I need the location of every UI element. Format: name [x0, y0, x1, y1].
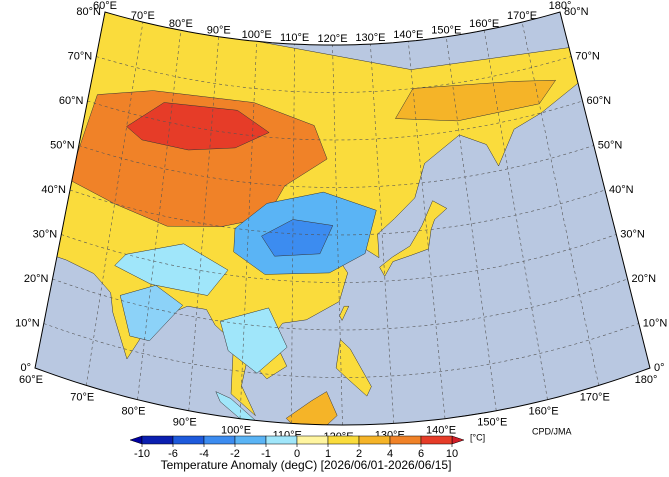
colorbar-tick-label: 2 [356, 448, 362, 460]
lon-label: 100°E [242, 29, 272, 41]
parallel [96, 56, 572, 93]
land-region [114, 243, 229, 296]
colorbar-bin [265, 435, 298, 445]
meridian [85, 22, 144, 386]
map-title: Temperature Anomaly (degC) [2026/06/01-2… [161, 458, 452, 472]
colorbar-tick-label: 1 [325, 448, 331, 460]
lon-label: 90°E [173, 417, 197, 429]
lon-label: 130°E [355, 32, 385, 44]
land [56, 12, 579, 425]
lon-label: 90°E [207, 25, 231, 37]
colorbar-bin [327, 435, 360, 445]
lat-label: 10°N [15, 317, 40, 329]
lat-label: 60°N [587, 95, 612, 107]
colorbar-tick-label: -1 [261, 448, 271, 460]
lon-label: 170°E [580, 391, 610, 403]
lat-label: 40°N [41, 184, 66, 196]
lon-label: 70°E [131, 10, 155, 22]
lon-label: 80°E [122, 406, 146, 418]
colorbar-tick-label: -4 [199, 448, 209, 460]
lat-label: 80°N [76, 6, 101, 18]
lat-label: 30°N [33, 228, 58, 240]
colorbar-tick-label: 4 [387, 448, 393, 460]
lon-label: 120°E [317, 33, 347, 45]
colorbar-tick-label: -6 [168, 448, 178, 460]
lon-label: 70°E [70, 391, 94, 403]
parallel [61, 234, 617, 283]
lon-label: 60°E [19, 374, 43, 386]
colorbar-bin [141, 435, 174, 445]
parallel [69, 189, 606, 236]
lon-label: 180° [635, 374, 658, 386]
lon-label: 110°E [280, 32, 309, 44]
parallel [43, 323, 639, 378]
lat-label: 80°N [564, 6, 589, 18]
lat-label: 70°N [68, 50, 93, 62]
credit: CPD/JMA [532, 426, 572, 436]
lon-label: 150°E [431, 25, 461, 37]
lat-label: 50°N [50, 139, 75, 151]
lon-label: 150°E [477, 417, 507, 429]
meridian [445, 36, 497, 411]
parallel [87, 100, 583, 141]
lat-label: 50°N [598, 139, 623, 151]
lon-label: 170°E [507, 10, 537, 22]
land-region [394, 79, 557, 122]
lat-label: 10°N [643, 317, 668, 329]
map-frame [34, 11, 651, 426]
lat-label: 70°N [575, 50, 600, 62]
meridian [137, 30, 182, 400]
lon-label: 160°E [469, 18, 499, 30]
colorbar-tick-label: 10 [446, 448, 458, 460]
lat-label: 60°N [59, 95, 84, 107]
colorbar-tick-label: 0 [294, 448, 300, 460]
lat-label: 20°N [24, 273, 49, 285]
graticule [43, 22, 639, 425]
lat-label: 20°N [632, 273, 657, 285]
colorbar-bin [234, 435, 267, 445]
land-region [261, 219, 334, 257]
colorbar-bin [203, 435, 236, 445]
parallel [52, 278, 628, 331]
land-region [219, 307, 288, 374]
lon-label: 160°E [528, 406, 558, 418]
land-region [379, 200, 448, 277]
lat-label: 0° [20, 362, 31, 374]
colorbar-tick-label: 6 [418, 448, 424, 460]
lon-label: 180° [549, 0, 572, 12]
lat-label: 40°N [609, 184, 634, 196]
colorbar-bin [420, 435, 453, 445]
meridian [239, 41, 257, 419]
lon-label: 140°E [426, 425, 456, 437]
lat-label: 0° [654, 362, 665, 374]
colorbar-bin [358, 435, 391, 445]
colorbar: -10 -6 -4 -2 -1 0 1 2 4 6 10[°C] [129, 432, 485, 460]
lon-label: 140°E [393, 29, 423, 41]
land-region [119, 285, 184, 342]
lon-label: 80°E [169, 18, 193, 30]
lon-label: 60°E [93, 0, 117, 12]
land-region [339, 305, 350, 322]
lon-label: 100°E [221, 425, 251, 437]
colorbar-over [451, 435, 465, 445]
colorbar-bin [172, 435, 205, 445]
colorbar-tick-label: -10 [134, 448, 150, 460]
land-region [335, 338, 372, 397]
colorbar-tick-label: -2 [230, 448, 240, 460]
lat-label: 30°N [620, 228, 645, 240]
meridian [521, 22, 600, 386]
colorbar-bin [389, 435, 422, 445]
colorbar-bin [296, 435, 329, 445]
colorbar-under [129, 435, 143, 445]
colorbar-unit: [°C] [470, 432, 485, 442]
